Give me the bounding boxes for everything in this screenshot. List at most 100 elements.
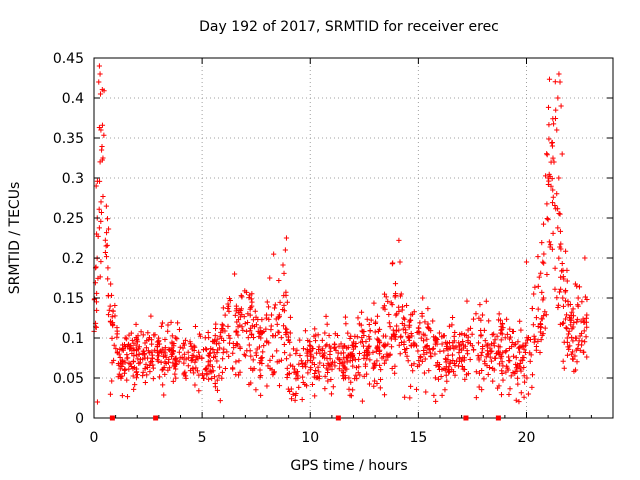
data-point (282, 247, 288, 253)
data-point (99, 122, 106, 128)
data-point (166, 346, 172, 352)
data-point (502, 335, 508, 341)
data-point (554, 206, 561, 212)
data-point (566, 328, 572, 334)
data-point (557, 211, 563, 217)
data-point (225, 323, 231, 329)
data-point (366, 321, 372, 328)
data-point (180, 345, 186, 351)
data-point (202, 335, 208, 341)
data-point (227, 297, 233, 304)
data-point (484, 342, 491, 348)
data-point (347, 358, 353, 364)
data-point (295, 373, 301, 379)
data-point (550, 230, 556, 236)
data-point (226, 340, 233, 346)
data-point (560, 320, 567, 326)
data-point (196, 349, 202, 355)
data-point (246, 381, 252, 388)
data-point (278, 334, 284, 341)
data-point (152, 347, 158, 353)
data-point (577, 347, 583, 353)
data-point (245, 311, 251, 317)
data-point (159, 320, 166, 326)
data-point (433, 398, 439, 404)
data-point (549, 175, 555, 182)
data-point (109, 314, 115, 320)
data-point (550, 194, 556, 200)
data-point (550, 116, 556, 122)
data-point (169, 333, 175, 339)
data-point (533, 315, 540, 321)
data-point (103, 229, 110, 236)
data-point (499, 359, 505, 365)
data-point (210, 338, 216, 344)
data-point (549, 200, 556, 206)
data-point (338, 341, 344, 347)
x-tick-label: 15 (409, 430, 427, 446)
data-point (386, 320, 392, 326)
data-point (192, 344, 198, 350)
data-point (421, 351, 427, 357)
data-point (504, 331, 510, 337)
data-point (158, 359, 164, 365)
data-point (574, 319, 580, 325)
data-point (492, 355, 499, 361)
data-point (451, 338, 457, 344)
data-point (483, 354, 489, 360)
data-point (473, 369, 479, 375)
data-point (525, 391, 532, 397)
data-point (419, 358, 425, 365)
data-point (287, 362, 294, 368)
data-point (307, 367, 313, 373)
data-point (567, 301, 573, 308)
data-points (91, 63, 590, 405)
data-point (219, 369, 226, 375)
data-point (305, 348, 311, 354)
data-point (388, 344, 395, 350)
data-point (406, 324, 412, 330)
data-point (130, 373, 136, 379)
data-point (410, 368, 416, 374)
data-point (443, 364, 449, 370)
data-point (473, 311, 479, 317)
data-point (155, 358, 161, 364)
data-point (276, 358, 282, 364)
data-point (570, 324, 576, 330)
data-point (331, 345, 337, 351)
data-point (192, 323, 199, 330)
data-point (226, 332, 232, 339)
data-point (401, 316, 408, 322)
data-point (392, 281, 399, 287)
data-point (378, 366, 384, 373)
data-point (581, 319, 587, 326)
data-point (392, 370, 398, 376)
data-point (107, 391, 114, 397)
data-point (444, 378, 450, 384)
data-point (550, 121, 557, 127)
data-point (422, 319, 428, 325)
data-point (290, 391, 296, 397)
data-point (557, 228, 564, 235)
data-point (110, 323, 116, 329)
data-point (94, 399, 101, 405)
data-point (322, 330, 328, 336)
data-point (442, 387, 448, 393)
data-point (531, 291, 537, 297)
data-point (345, 344, 351, 350)
data-point (251, 324, 258, 330)
data-point (506, 391, 512, 398)
data-point (443, 372, 449, 378)
data-point (530, 322, 536, 328)
data-point (264, 338, 270, 344)
data-point (133, 352, 140, 358)
data-point (397, 259, 403, 265)
data-point (535, 283, 541, 289)
data-point (330, 384, 336, 390)
data-point (343, 321, 349, 327)
data-point (407, 395, 413, 401)
data-point (483, 298, 489, 304)
data-point (565, 298, 571, 304)
data-point (137, 356, 144, 363)
data-point (529, 372, 536, 378)
